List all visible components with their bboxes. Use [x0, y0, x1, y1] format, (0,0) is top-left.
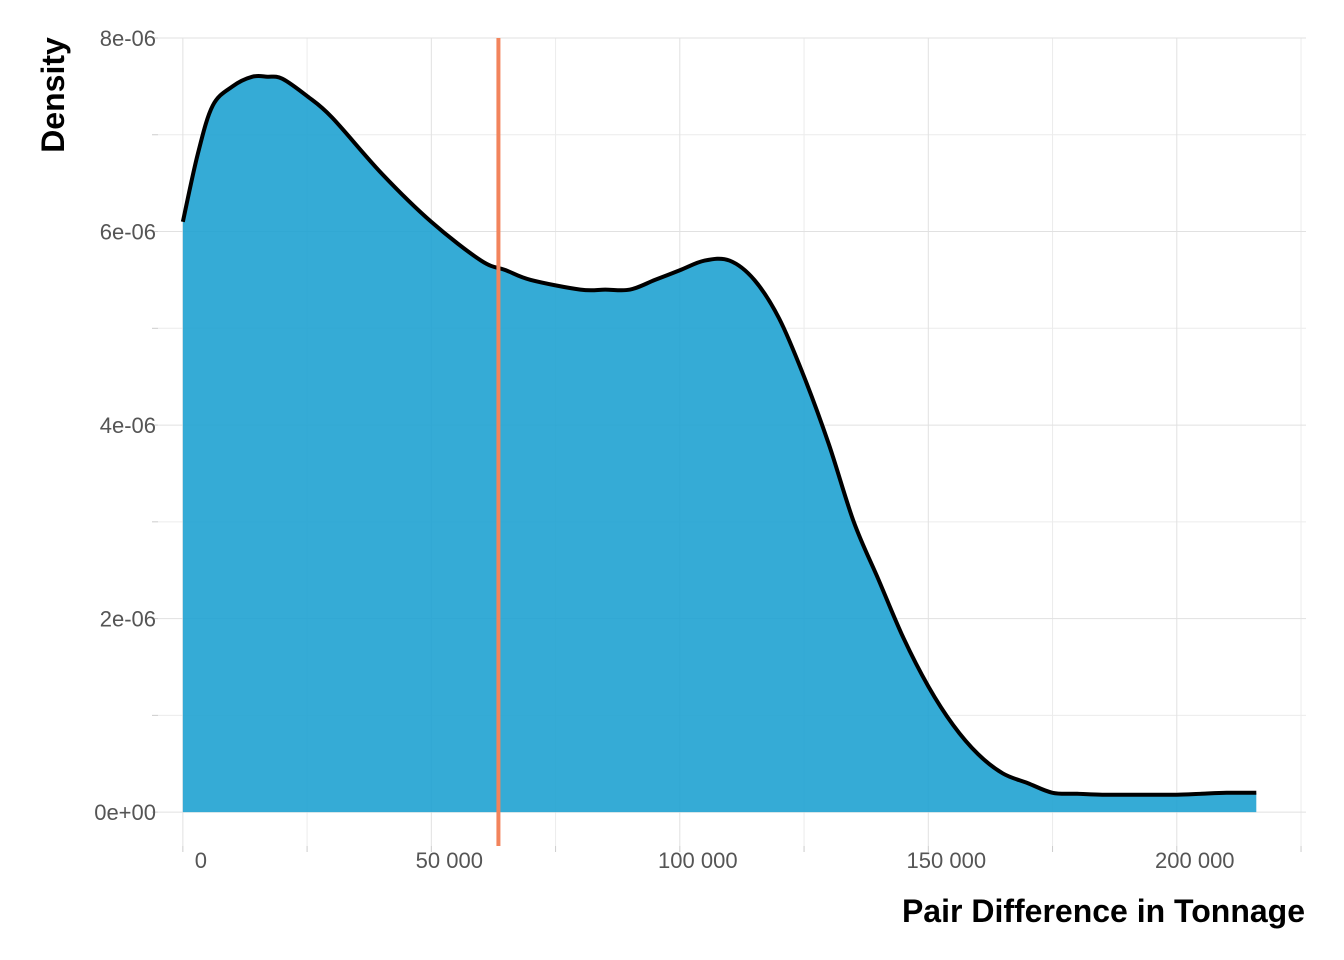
- plot-area: [180, 38, 1257, 846]
- density-line: [180, 73, 1257, 797]
- x-tick-label: 100 000: [658, 848, 738, 873]
- y-tick-label: 2e-06: [100, 607, 156, 632]
- y-tick-label: 0e+00: [94, 800, 156, 825]
- x-tick-labels: 0 50 000 100 000 150 000 200 000: [195, 848, 1235, 873]
- density-area: [182, 75, 1257, 813]
- y-tick-labels: 0e+00 2e-06 4e-06 6e-06 8e-06: [94, 26, 156, 825]
- y-tick-label: 6e-06: [100, 220, 156, 245]
- x-tick-label: 50 000: [416, 848, 483, 873]
- y-axis-title: Density: [35, 37, 71, 153]
- x-tick-label: 200 000: [1155, 848, 1235, 873]
- y-tick-label: 4e-06: [100, 413, 156, 438]
- x-tick-label: 150 000: [907, 848, 987, 873]
- x-axis-title: Pair Difference in Tonnage: [902, 893, 1305, 929]
- y-tick-label: 8e-06: [100, 26, 156, 51]
- x-tick-label: 0: [195, 848, 207, 873]
- axis-ticks: [152, 37, 1302, 852]
